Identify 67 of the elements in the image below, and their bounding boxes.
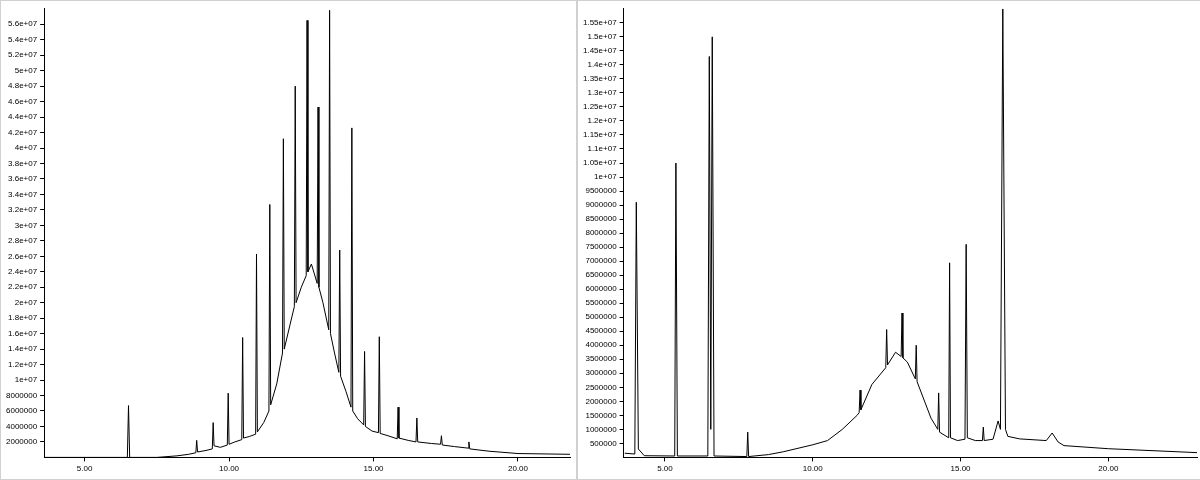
y-tick-label: 5500000 (585, 298, 618, 308)
y-tick-label: 6500000 (585, 270, 618, 280)
y-tick-label: 3e+07 (14, 220, 38, 230)
y-tick-label: 4.6e+07 (8, 96, 38, 106)
y-tick-label: 1.1e+07 (587, 144, 618, 154)
y-tick-label: 4000000 (5, 421, 38, 431)
y-tick-label: 2.4e+07 (8, 266, 38, 276)
y-tick-label: 1.4e+07 (587, 60, 618, 70)
x-tick-label: 15.00 (950, 464, 972, 474)
y-tick-label: 6000000 (5, 406, 38, 416)
y-tick-label: 1.2e+07 (587, 116, 618, 126)
y-tick-label: 8500000 (585, 214, 618, 224)
y-tick-label: 8000000 (5, 390, 38, 400)
y-tick-label: 7000000 (585, 256, 618, 266)
y-tick-label: 1.45e+07 (583, 46, 618, 56)
y-tick-label: 1.2e+07 (8, 359, 38, 369)
y-tick-label: 3000000 (585, 368, 618, 378)
y-tick-label: 2500000 (585, 382, 618, 392)
y-tick-label: 3.2e+07 (8, 205, 38, 215)
y-tick-label: 4500000 (585, 326, 618, 336)
y-tick-label: 1.55e+07 (583, 18, 618, 28)
y-tick-label: 4.4e+07 (8, 112, 38, 122)
x-tick-label: 5.00 (657, 464, 674, 474)
y-tick-label: 2.6e+07 (8, 251, 38, 261)
x-tick-label: 5.00 (76, 464, 93, 474)
y-tick-label: 9500000 (585, 186, 618, 196)
y-tick-label: 1.4e+07 (8, 344, 38, 354)
y-tick-label: 1500000 (585, 410, 618, 420)
y-tick-label: 3.8e+07 (8, 158, 38, 168)
y-tick-label: 2000000 (585, 396, 618, 406)
y-tick-label: 5e+07 (14, 65, 38, 75)
y-tick-label: 2.8e+07 (8, 236, 38, 246)
y-tick-label: 7500000 (585, 242, 618, 252)
x-tick-label: 10.00 (219, 464, 240, 474)
y-tick-label: 8000000 (585, 228, 618, 238)
y-tick-label: 2000000 (5, 437, 38, 447)
x-tick-label: 20.00 (507, 464, 529, 474)
y-tick-label: 4000000 (585, 340, 618, 350)
y-tick-label: 2e+07 (14, 297, 38, 307)
y-tick-label: 5.6e+07 (8, 19, 38, 29)
y-tick-label: 5.2e+07 (8, 50, 38, 60)
y-tick-label: 2.2e+07 (8, 282, 38, 292)
x-tick-label: 15.00 (363, 464, 385, 474)
y-tick-label: 9000000 (585, 200, 618, 210)
y-tick-label: 3.4e+07 (8, 189, 38, 199)
y-tick-label: 1e+07 (594, 172, 618, 182)
y-tick-label: 1.25e+07 (583, 102, 618, 112)
y-tick-label: 3500000 (585, 354, 618, 364)
y-tick-label: 4.8e+07 (8, 81, 38, 91)
y-tick-label: 1.3e+07 (587, 88, 618, 98)
y-tick-label: 1e+07 (14, 375, 38, 385)
y-tick-label: 5000000 (585, 312, 618, 322)
y-tick-label: 1.8e+07 (8, 313, 38, 323)
y-tick-label: 4e+07 (14, 143, 38, 153)
y-tick-label: 500000 (589, 438, 618, 448)
x-tick-label: 10.00 (802, 464, 824, 474)
y-tick-label: 4.2e+07 (8, 127, 38, 137)
y-tick-label: 6000000 (585, 284, 618, 294)
y-tick-label: 1000000 (585, 424, 618, 434)
y-tick-label: 3.6e+07 (8, 174, 38, 184)
y-tick-label: 5.4e+07 (8, 34, 38, 44)
y-tick-label: 1.35e+07 (583, 74, 618, 84)
y-tick-label: 1.05e+07 (583, 158, 618, 168)
y-tick-label: 1.5e+07 (587, 32, 618, 42)
x-tick-label: 20.00 (1098, 464, 1119, 474)
y-tick-label: 1.6e+07 (8, 328, 38, 338)
y-tick-label: 1.15e+07 (583, 130, 618, 140)
